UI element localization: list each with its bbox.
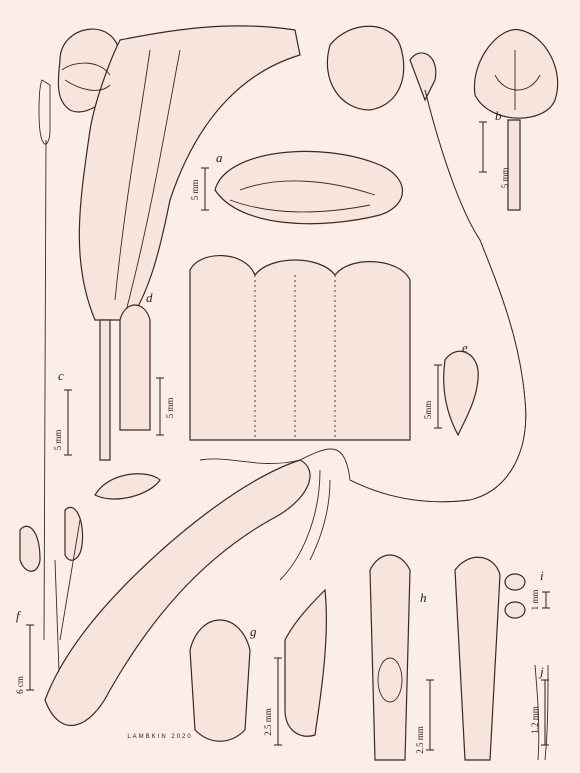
figure-j	[534, 664, 549, 761]
scale-label: 5mm	[423, 401, 433, 420]
scale-label: 2.5 mm	[415, 726, 425, 754]
inflorescence	[326, 25, 527, 503]
scale-label: 5 mm	[53, 430, 63, 451]
panel-label: j	[538, 664, 544, 679]
panel-label: f	[16, 608, 22, 623]
figure-i	[504, 573, 526, 619]
panel-label: i	[540, 568, 544, 583]
figure-f	[19, 448, 351, 727]
figure-d	[119, 255, 411, 441]
scale-bars	[26, 121, 550, 751]
panel-label: a	[216, 150, 223, 165]
panel-label: d	[146, 290, 153, 305]
panel-label: e	[462, 340, 468, 355]
figure-e	[443, 350, 479, 437]
scale-label: 5 mm	[500, 168, 510, 189]
scale-label: 1.2 mm	[530, 706, 540, 734]
figure-h	[369, 554, 501, 761]
figure-g	[189, 588, 327, 742]
scale-label: 5 mm	[190, 180, 200, 201]
figure-c	[38, 25, 301, 641]
panel-label: h	[420, 590, 427, 605]
scale-label: 1 mm	[530, 590, 540, 611]
panel-label: g	[250, 624, 257, 639]
panel-label: b	[495, 108, 502, 123]
figure-b	[473, 28, 559, 211]
scale-label: 2.5 mm	[263, 708, 273, 736]
figure-a	[214, 150, 404, 225]
panel-label: c	[58, 368, 64, 383]
scale-label: 5 mm	[165, 398, 175, 419]
signature: LAMBKIN 2020	[127, 734, 192, 740]
scale-label: 6 cm	[15, 676, 25, 694]
